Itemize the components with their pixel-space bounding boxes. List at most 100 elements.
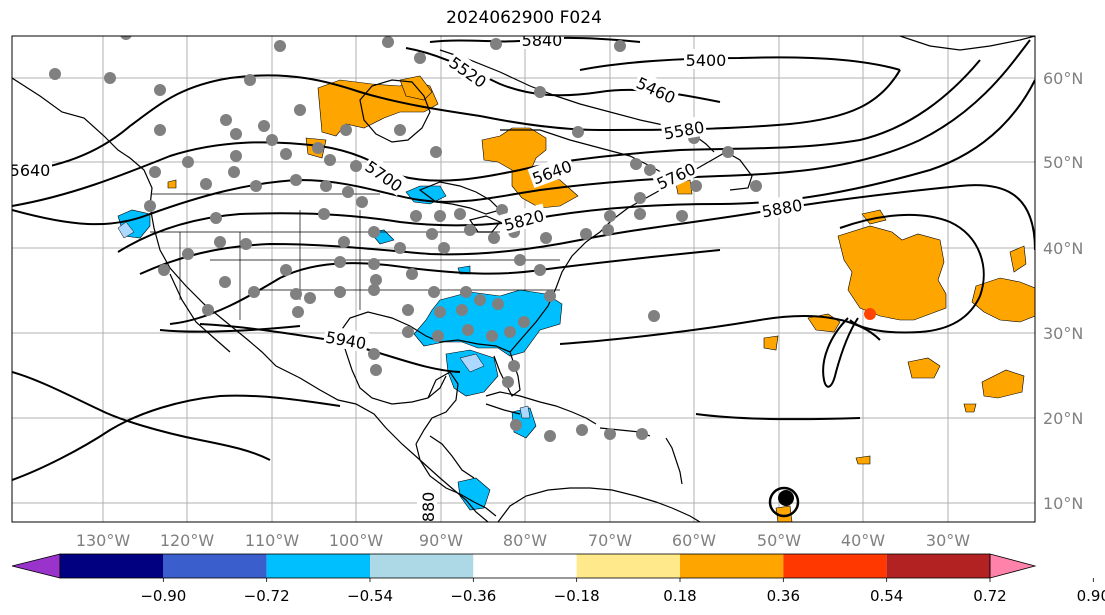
station-dot (250, 180, 262, 192)
station-dot (304, 292, 316, 304)
plot-title: 2024062900 F024 (446, 8, 602, 28)
station-dot (534, 86, 546, 98)
station-dot (534, 264, 546, 276)
station-dot (368, 348, 380, 360)
station-dot (510, 419, 522, 431)
station-dot (350, 160, 362, 172)
positive-peak-spot (864, 308, 876, 320)
station-dot (750, 180, 762, 192)
station-dot (402, 304, 414, 316)
longitude-label: 70°W (588, 531, 632, 550)
latitude-label: 20°N (1043, 409, 1083, 428)
station-dot (502, 376, 514, 388)
station-dot (324, 154, 336, 166)
station-dot (210, 212, 222, 224)
station-dot (230, 150, 242, 162)
station-dot (634, 192, 646, 204)
station-dot (200, 178, 212, 190)
latitude-labels: 60°N 50°N 40°N 30°N 20°N 10°N (1043, 69, 1083, 513)
station-dot (182, 156, 194, 168)
station-dot (462, 324, 474, 336)
storm-marker (768, 486, 800, 518)
station-dot (214, 236, 226, 248)
station-dot (368, 258, 380, 270)
station-dot (370, 364, 382, 376)
station-dot (504, 326, 516, 338)
station-dot (312, 142, 324, 154)
station-dot (228, 166, 240, 178)
latitude-label: 60°N (1043, 69, 1083, 88)
station-dot (492, 298, 504, 310)
latitude-label: 30°N (1043, 324, 1083, 343)
station-dot (280, 264, 292, 276)
station-dot (49, 68, 61, 80)
station-dot (368, 284, 380, 296)
longitude-label: 110°W (245, 531, 300, 550)
station-dot (572, 126, 584, 138)
station-dot (290, 288, 302, 300)
station-dot (334, 256, 346, 268)
height-contours (12, 36, 1035, 522)
station-dot (248, 286, 260, 298)
station-dot (580, 228, 592, 240)
contour-label: 5840 (522, 31, 563, 50)
station-dot (258, 120, 270, 132)
station-dot (514, 254, 526, 266)
station-dot (602, 224, 614, 236)
station-dot (540, 232, 552, 244)
station-dot (430, 146, 442, 158)
station-dot (434, 306, 446, 318)
station-dot (219, 276, 231, 288)
map-frame (11, 35, 1036, 523)
station-dot (544, 430, 556, 442)
station-dot (722, 146, 734, 158)
station-dot (690, 180, 702, 192)
station-dot (508, 360, 520, 372)
station-dot (292, 306, 304, 318)
station-dot (576, 424, 588, 436)
longitude-label: 80°W (503, 531, 547, 550)
station-dot (464, 224, 476, 236)
station-dot (244, 74, 256, 86)
station-dot (676, 210, 688, 222)
weak-negative-areas (117, 221, 531, 419)
station-dot (648, 310, 660, 322)
negative-anomaly-areas (117, 185, 563, 511)
station-dot (240, 238, 252, 250)
station-dot (294, 104, 306, 116)
station-dot (518, 316, 530, 328)
station-dot (340, 124, 352, 136)
station-dot (394, 242, 406, 254)
station-dot (382, 36, 394, 48)
station-dot (644, 164, 656, 176)
station-dot (490, 38, 502, 50)
station-dot (342, 186, 354, 198)
longitude-label: 90°W (419, 531, 463, 550)
station-dot (158, 264, 170, 276)
station-dot (428, 286, 440, 298)
station-dot (474, 294, 486, 306)
station-dot (486, 330, 498, 342)
station-dot (338, 236, 350, 248)
station-dot (274, 40, 286, 52)
station-dot (438, 242, 450, 254)
station-dot (406, 268, 418, 280)
longitude-labels: 130°W 120°W 110°W 100°W 90°W 80°W 70°W 60°W 50°W… (76, 531, 970, 550)
station-dot (426, 228, 438, 240)
station-dot (460, 286, 472, 298)
longitude-label: 100°W (329, 531, 384, 550)
station-dot (104, 72, 116, 84)
station-dot (280, 148, 292, 160)
longitude-label: 120°W (160, 531, 215, 550)
graticule (12, 36, 1035, 522)
station-dot (154, 124, 166, 136)
station-dot (432, 330, 444, 342)
station-dot (454, 208, 466, 220)
station-dot (334, 286, 346, 298)
station-dot (154, 84, 166, 96)
station-dots (49, 36, 762, 442)
station-dot (410, 210, 422, 222)
station-dot (356, 196, 368, 208)
longitude-label: 60°W (672, 531, 716, 550)
station-dot (544, 290, 556, 302)
